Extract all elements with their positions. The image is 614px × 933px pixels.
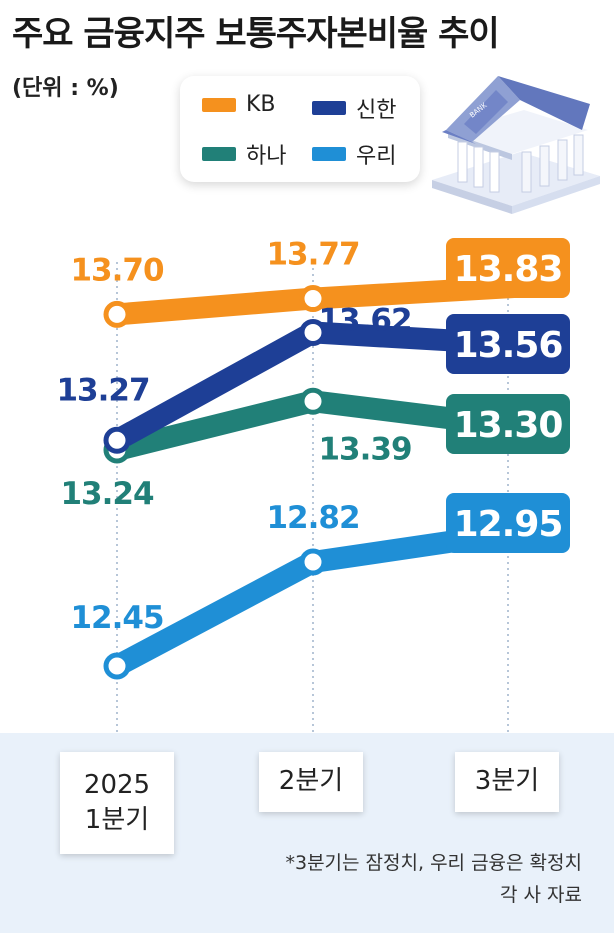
value-box-kb	[446, 238, 570, 298]
value-box-shinhan	[446, 314, 570, 374]
legend-label-hana: 하나	[246, 144, 287, 169]
value-label-woori-1: 12.82	[266, 500, 359, 536]
legend-item-kb: KB	[202, 92, 276, 117]
x-label-q3-text: 3분기	[474, 766, 540, 797]
legend-item-shinhan: 신한	[312, 92, 396, 124]
bank-building-icon: BANK	[432, 76, 600, 214]
point-shinhan-0	[103, 426, 131, 454]
value-box-label-woori: 12.95	[454, 504, 563, 545]
x-label-q3: 3분기	[455, 752, 559, 812]
point-woori-1	[299, 548, 327, 576]
value-box-label-shinhan: 13.56	[454, 325, 563, 366]
value-label-shinhan-1: 13.62	[318, 302, 411, 338]
legend-label-woori: 우리	[356, 144, 397, 169]
legend-swatch-shinhan	[312, 101, 346, 115]
unit-label: (단위 : %)	[12, 76, 119, 101]
x-label-q2: 2분기	[259, 752, 363, 812]
legend: KB 신한 하나 우리	[180, 76, 420, 182]
point-shinhan-1	[299, 318, 327, 346]
x-label-q1: 2025 1분기	[60, 752, 174, 854]
point-kb-0	[103, 300, 131, 328]
source-note: 각 사 자료	[500, 884, 582, 906]
legend-label-shinhan: 신한	[356, 98, 397, 123]
legend-item-woori: 우리	[312, 138, 396, 170]
x-label-q1-text: 2025 1분기	[83, 769, 151, 835]
legend-swatch-woori	[312, 147, 346, 161]
value-label-kb-0: 13.70	[70, 252, 163, 288]
value-label-hana-1: 13.39	[318, 431, 411, 467]
value-box-woori	[446, 493, 570, 553]
point-hana-1	[299, 387, 327, 415]
value-box-label-hana: 13.30	[454, 405, 563, 446]
legend-swatch-kb	[202, 97, 236, 112]
point-woori-0	[103, 652, 131, 680]
footnote: *3분기는 잠정치, 우리 금융은 확정치	[285, 852, 582, 874]
chart-title: 주요 금융지주 보통주자본비율 추이	[12, 14, 500, 54]
value-label-woori-0: 12.45	[70, 600, 163, 636]
value-box-hana	[446, 394, 570, 454]
value-label-shinhan-0: 13.27	[56, 372, 149, 408]
legend-item-hana: 하나	[202, 138, 286, 170]
legend-swatch-hana	[202, 147, 236, 161]
value-label-kb-1: 13.77	[266, 237, 359, 273]
value-box-label-kb: 13.83	[454, 249, 563, 290]
legend-label-kb: KB	[246, 92, 276, 117]
x-label-q2-text: 2분기	[278, 766, 344, 797]
value-label-hana-0: 13.24	[60, 476, 153, 512]
point-kb-1	[299, 285, 327, 313]
